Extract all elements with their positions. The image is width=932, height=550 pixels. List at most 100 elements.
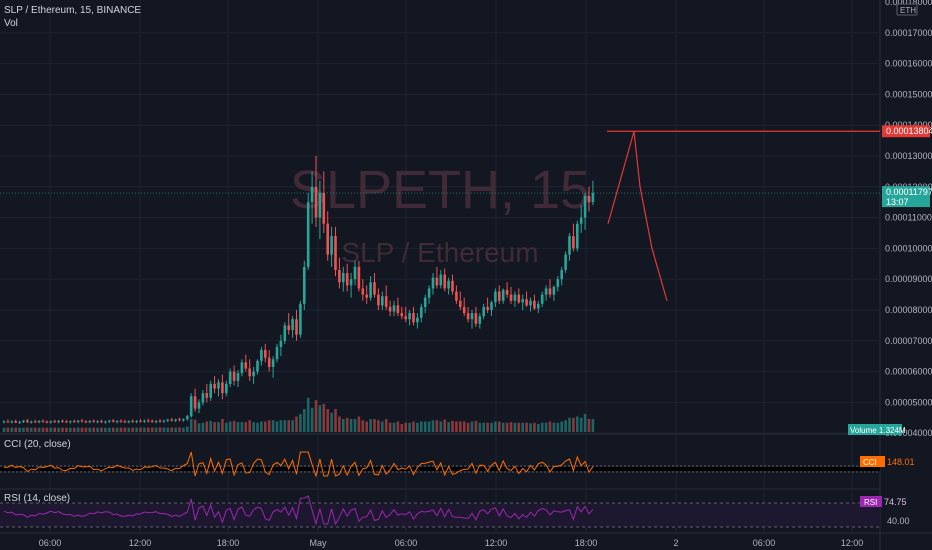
candle-body xyxy=(158,420,162,422)
volume-bar xyxy=(369,419,372,432)
candle-body xyxy=(314,186,318,218)
volume-bar xyxy=(57,427,60,432)
time-tick-label: 12:00 xyxy=(485,538,508,548)
candle-body xyxy=(412,313,415,323)
volume-bar xyxy=(256,422,259,432)
volume-bar xyxy=(470,421,474,432)
volume-bar xyxy=(552,422,556,432)
volume-bar xyxy=(529,423,532,432)
volume-bar xyxy=(267,420,271,432)
volume-bar xyxy=(264,421,267,432)
volume-bar xyxy=(150,427,154,432)
volume-bar xyxy=(104,427,107,432)
volume-bar xyxy=(201,422,205,432)
volume-bar xyxy=(361,420,365,432)
volume-bar xyxy=(509,422,513,432)
volume-bar xyxy=(443,419,446,432)
volume-bar xyxy=(248,420,251,432)
candle-body xyxy=(72,421,76,423)
volume-bar xyxy=(186,426,189,432)
candle-body xyxy=(271,359,275,367)
candle-body xyxy=(303,266,306,304)
volume-bar xyxy=(213,422,216,432)
volume-bar xyxy=(404,422,407,432)
candle-body xyxy=(14,421,17,423)
candle-body xyxy=(53,421,56,423)
volume-bar xyxy=(466,422,470,432)
candle-body xyxy=(513,294,517,301)
candle-body xyxy=(189,396,193,417)
volume-bar xyxy=(412,421,415,432)
volume-bar xyxy=(525,422,528,432)
candle-body xyxy=(256,360,259,372)
candle-body xyxy=(123,421,127,423)
volume-bar xyxy=(303,409,306,432)
volume-bar xyxy=(143,427,146,432)
candle-body xyxy=(267,357,271,367)
candle-body xyxy=(486,306,489,310)
candle-body xyxy=(252,371,255,377)
volume-bar xyxy=(41,427,45,432)
volume-bar xyxy=(115,427,119,432)
candle-body xyxy=(353,266,357,280)
candle-body xyxy=(22,420,25,422)
price-tick-label: 0.00004000 xyxy=(885,428,932,438)
candle-body xyxy=(6,421,10,423)
last-price-tag-text: 13:07 xyxy=(886,197,909,207)
candle-body xyxy=(131,421,134,423)
candle-body xyxy=(193,396,197,409)
candle-body xyxy=(548,288,552,295)
volume-bar xyxy=(517,422,521,432)
candle-body xyxy=(306,202,310,267)
volume-bar xyxy=(486,422,489,432)
volume-bar xyxy=(45,427,49,432)
volume-bar xyxy=(431,420,435,432)
volume-bar xyxy=(353,419,357,432)
candle-body xyxy=(404,316,407,320)
candle-body xyxy=(381,296,384,306)
candle-body xyxy=(482,306,485,317)
volume-bar xyxy=(225,422,228,432)
candle-body xyxy=(92,420,95,422)
time-tick-label: 18:00 xyxy=(217,538,240,548)
volume-bar xyxy=(342,419,345,432)
volume-bar xyxy=(501,422,505,432)
volume-bar xyxy=(240,422,244,432)
candle-body xyxy=(150,421,154,423)
candle-body xyxy=(299,303,302,335)
candle-body xyxy=(357,266,361,289)
volume-bar xyxy=(123,427,127,432)
candle-body xyxy=(501,289,505,301)
candle-body xyxy=(108,420,111,422)
candle-body xyxy=(135,420,138,422)
volume-bar xyxy=(408,422,411,432)
cci-legend: CCI (20, close) xyxy=(4,439,71,450)
volume-bar xyxy=(33,427,37,432)
price-tick-label: 0.00010000 xyxy=(885,243,932,253)
candle-body xyxy=(439,274,443,286)
volume-bar xyxy=(498,421,501,432)
volume-bar xyxy=(345,417,349,432)
volume-bar xyxy=(583,414,587,432)
volume-bar xyxy=(2,427,6,432)
volume-bar xyxy=(221,419,224,432)
drawing-price-tag-text: 0.00013804 xyxy=(886,126,932,136)
candle-body xyxy=(420,306,423,318)
volume-bar xyxy=(462,421,466,432)
volume-bar xyxy=(287,420,290,432)
candle-body xyxy=(338,269,341,283)
volume-bar xyxy=(37,427,41,432)
candle-body xyxy=(361,288,365,295)
candle-body xyxy=(455,291,458,301)
candle-body xyxy=(447,280,450,289)
candle-body xyxy=(104,421,107,423)
volume-bar xyxy=(205,421,209,432)
volume-tag-bg xyxy=(848,424,902,435)
volume-bar xyxy=(400,424,404,432)
candle-body xyxy=(568,236,571,255)
volume-bar xyxy=(275,421,279,432)
projection-drawing xyxy=(607,131,668,301)
price-tick-label: 0.00015000 xyxy=(885,89,932,99)
